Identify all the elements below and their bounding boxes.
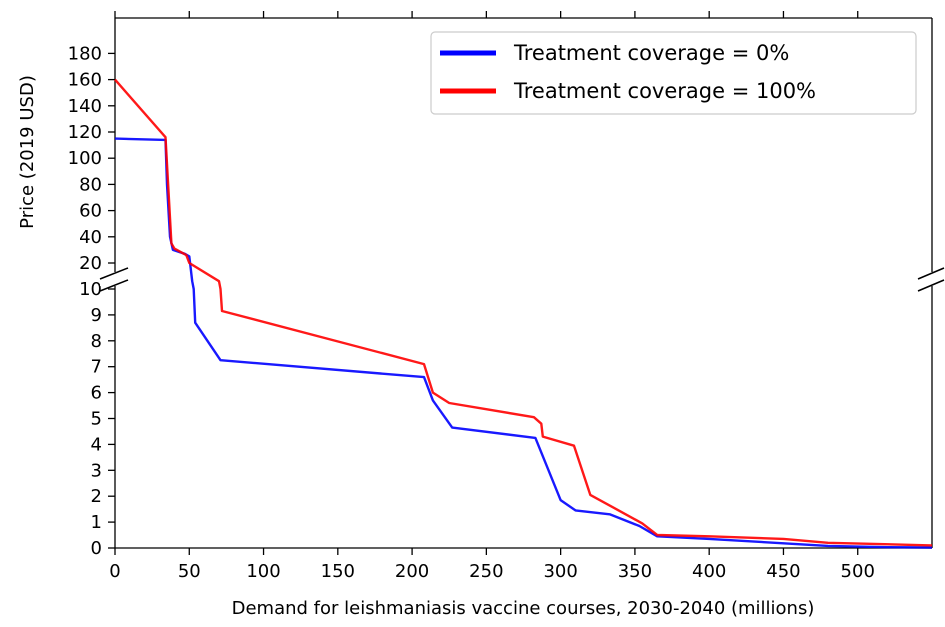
y-tick-8-label: 8 (91, 331, 102, 352)
axis-break-mark-left-2 (99, 279, 129, 292)
y-tick-1-label: 1 (91, 512, 102, 533)
y-axis-label: Price (2019 USD) (17, 75, 38, 229)
y-tick-40-label: 40 (79, 227, 102, 248)
y-tick-5-label: 5 (91, 409, 102, 430)
y-tick-6-label: 6 (91, 383, 102, 404)
axis-break-mark-right-1 (917, 267, 945, 280)
x-tick-label-3: 150 (321, 561, 355, 582)
y-tick-2-label: 2 (91, 486, 102, 507)
y-tick-7-label: 7 (91, 357, 102, 378)
y-tick-180-label: 180 (68, 43, 102, 64)
series-lines (114, 78, 933, 549)
y-tick-120-label: 120 (68, 122, 102, 143)
y-tick-10-label: 10 (79, 279, 102, 300)
x-axis-label: Demand for leishmaniasis vaccine courses… (232, 598, 815, 619)
x-tick-label-5: 250 (469, 561, 503, 582)
legend-box (430, 31, 917, 115)
axis-break-mark-right-2 (917, 279, 945, 292)
x-tick-label-4: 200 (395, 561, 429, 582)
y-tick-100-label: 100 (68, 148, 102, 169)
y-ticks: 0 1 2 3 4 5 6 7 8 9 10 20 40 60 80 100 120 140 160 180 (68, 43, 115, 559)
x-ticks: 0 50 100 150 200 250 300 350 400 450 500 (109, 11, 875, 582)
axis-break-mark-left-1 (99, 267, 129, 280)
y-tick-80-label: 80 (79, 174, 102, 195)
y-tick-9-label: 9 (91, 305, 102, 326)
legend-entry-0: Treatment coverage = 0% (513, 41, 789, 65)
legend: Treatment coverage = 0% Treatment covera… (430, 31, 917, 115)
legend-entry-1: Treatment coverage = 100% (513, 79, 816, 103)
y-tick-60-label: 60 (79, 201, 102, 222)
x-tick-label-7: 350 (618, 561, 652, 582)
y-tick-4-label: 4 (91, 434, 102, 455)
x-tick-label-10: 500 (841, 561, 875, 582)
axis-break-right-gap (920, 272, 944, 286)
y-tick-3-label: 3 (91, 460, 102, 481)
x-tick-label-8: 400 (692, 561, 726, 582)
y-tick-140-label: 140 (68, 96, 102, 117)
x-tick-label-9: 450 (766, 561, 800, 582)
x-tick-label-6: 300 (543, 561, 577, 582)
series-line-1 (114, 78, 933, 547)
x-tick-label-1: 50 (178, 561, 201, 582)
x-tick-label-2: 100 (246, 561, 280, 582)
axis-break-left-gap (100, 272, 126, 286)
y-tick-0-label: 0 (91, 538, 102, 559)
y-tick-20-label: 20 (79, 253, 102, 274)
y-tick-160-label: 160 (68, 70, 102, 91)
series-line-0 (114, 137, 933, 549)
x-tick-label-0: 0 (109, 561, 120, 582)
